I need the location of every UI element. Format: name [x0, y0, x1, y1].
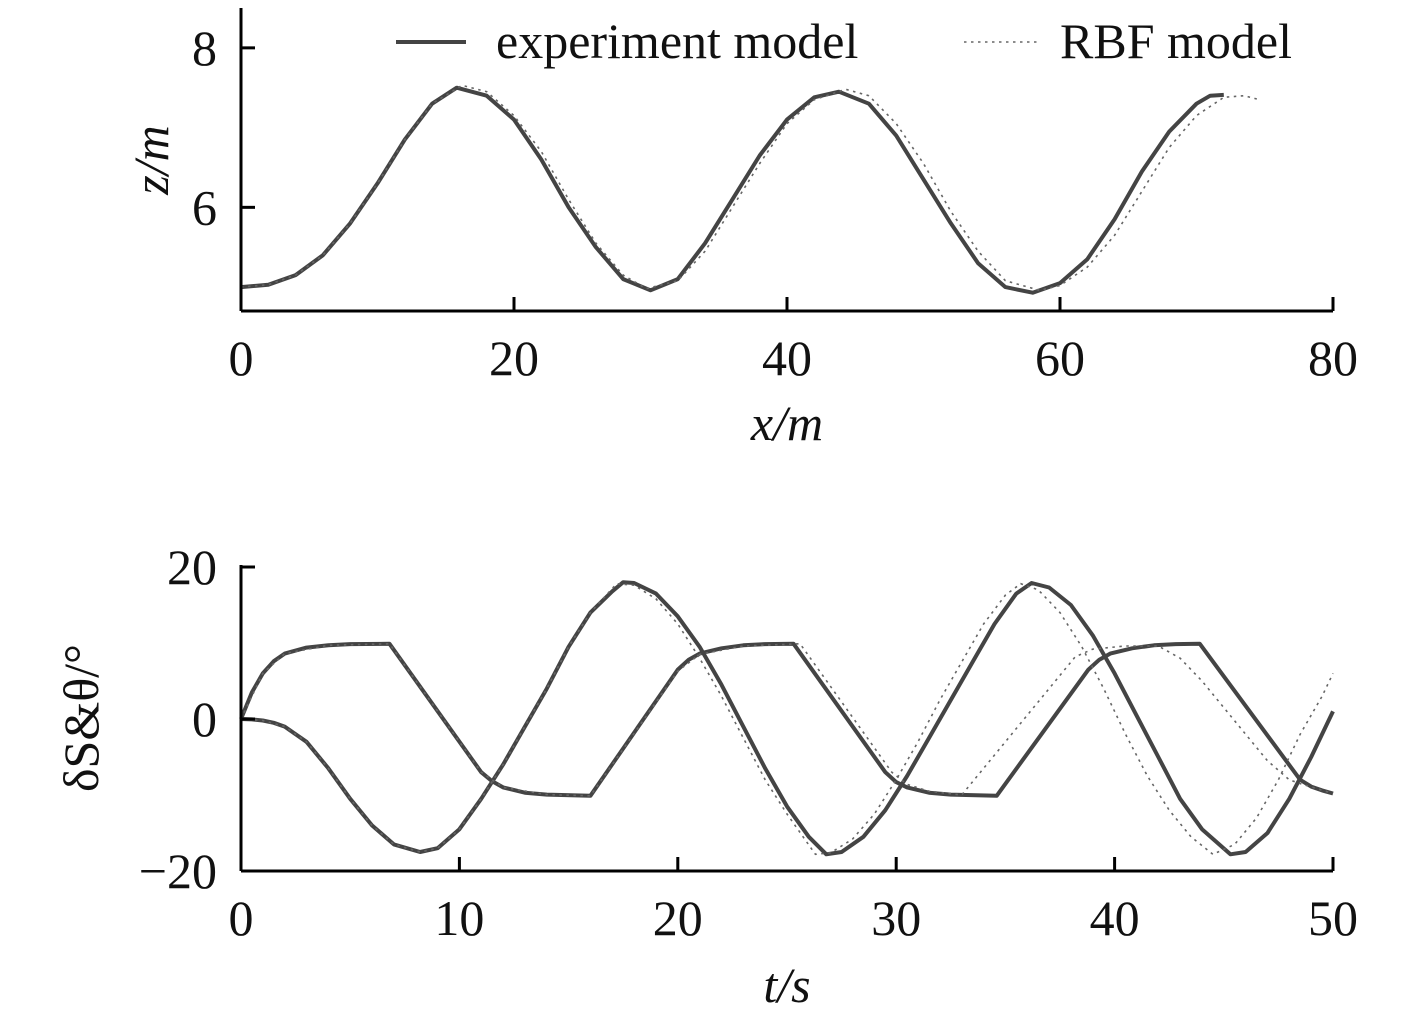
- legend: experiment model RBF model: [396, 13, 1292, 69]
- bottom-x-tick-label: 0: [229, 890, 254, 946]
- top-series-group: [240, 84, 1260, 295]
- bottom-series-line-3: [240, 582, 1334, 856]
- bottom-y-tick-label: −20: [139, 843, 217, 899]
- top-x-tick-label: 80: [1308, 330, 1358, 386]
- top-chart: 0 20 40 60 80 6 8 x/m z/m experiment model RBF…: [123, 8, 1358, 451]
- top-y-axis-label: z/m: [123, 125, 179, 195]
- top-x-tick-label: 0: [229, 330, 254, 386]
- bottom-series-group: [239, 580, 1335, 857]
- bottom-x-tick-label: 20: [653, 890, 703, 946]
- bottom-x-tick-label: 10: [434, 890, 484, 946]
- top-series-line-1: [240, 84, 1260, 292]
- top-series-line-0: [240, 85, 1224, 295]
- bottom-y-tick-label: 0: [192, 691, 217, 747]
- bottom-x-tick-label: 50: [1308, 890, 1358, 946]
- bottom-x-tick-label: 30: [871, 890, 921, 946]
- bottom-y-axis-label: δS&θ/°: [53, 644, 109, 792]
- bottom-series-line-1: [240, 580, 1335, 857]
- bottom-x-tick-label: 40: [1090, 890, 1140, 946]
- bottom-x-axis-label: t/s: [763, 957, 810, 1013]
- top-x-axis-label: x/m: [750, 395, 823, 451]
- top-y-tick-label: 8: [192, 20, 217, 76]
- top-y-tick-label: 6: [192, 179, 217, 235]
- legend-label-rbf: RBF model: [1060, 13, 1292, 69]
- top-x-tick-label: 40: [762, 330, 812, 386]
- top-x-tick-label: 20: [489, 330, 539, 386]
- top-x-tick-label: 60: [1035, 330, 1085, 386]
- bottom-y-tick-label: 20: [167, 539, 217, 595]
- legend-label-experiment: experiment model: [496, 13, 858, 69]
- bottom-series-line-0: [239, 641, 1334, 798]
- bottom-series-line-2: [240, 642, 1334, 797]
- top-ticks-group: 0 20 40 60 80 6 8: [192, 20, 1358, 386]
